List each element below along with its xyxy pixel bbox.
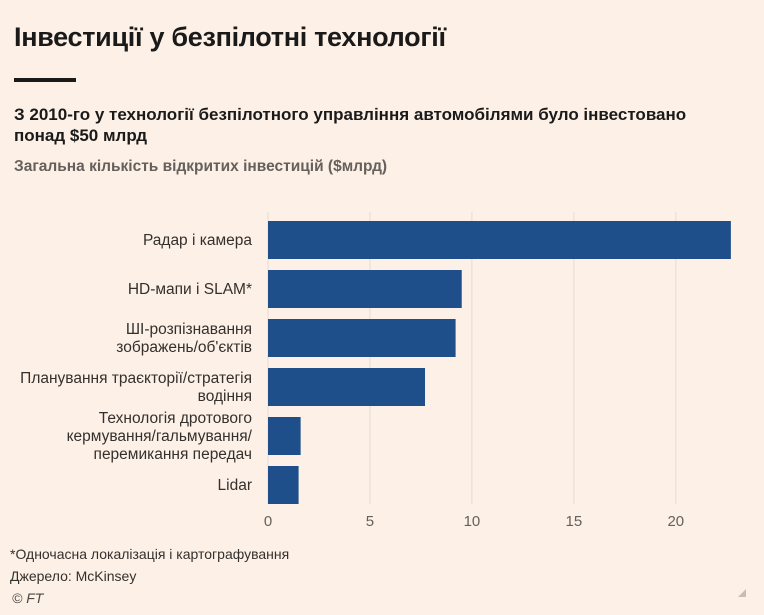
bar-chart: 0 5 10 15 20 Радар і камера HD-мапи і SLAM* ШІ-… xyxy=(20,212,731,530)
source-note: Джерело: McKinsey xyxy=(10,568,137,584)
bar xyxy=(268,368,426,406)
footnote: *Одночасна локалізація і картографування xyxy=(10,546,290,562)
value-axis-description: Загальна кількість відкритих інвестицій … xyxy=(14,158,388,175)
category-label: Технологія дротового xyxy=(99,410,252,427)
resize-corner-icon xyxy=(738,589,746,597)
bar xyxy=(268,417,301,455)
category-label: водіння xyxy=(198,388,252,405)
category-label: Lidar xyxy=(218,477,252,494)
bar xyxy=(268,466,299,504)
category-label: зображень/об'єктів xyxy=(116,339,252,356)
title-rule xyxy=(14,78,76,82)
category-label: перемикання передач xyxy=(94,446,252,463)
bar xyxy=(268,221,731,259)
copyright-ft: © FT xyxy=(12,590,44,606)
x-tick-label: 5 xyxy=(366,513,374,530)
category-label: Планування траєкторії/стратегія xyxy=(20,370,252,387)
bar xyxy=(268,270,462,308)
bar xyxy=(268,319,456,357)
x-tick-label: 15 xyxy=(566,513,583,530)
category-label: кермування/гальмування/ xyxy=(67,428,253,445)
chart-title: Інвестиції у безпілотні технології xyxy=(14,22,446,52)
category-label: Радар і камера xyxy=(143,232,252,249)
category-label: HD-мапи і SLAM* xyxy=(128,281,252,298)
x-tick-label: 0 xyxy=(264,513,272,530)
x-tick-label: 10 xyxy=(464,513,481,530)
x-tick-label: 20 xyxy=(667,513,684,530)
category-label: ШІ-розпізнавання xyxy=(126,321,252,338)
chart-subtitle: З 2010-го у технології безпілотного упра… xyxy=(14,105,687,145)
